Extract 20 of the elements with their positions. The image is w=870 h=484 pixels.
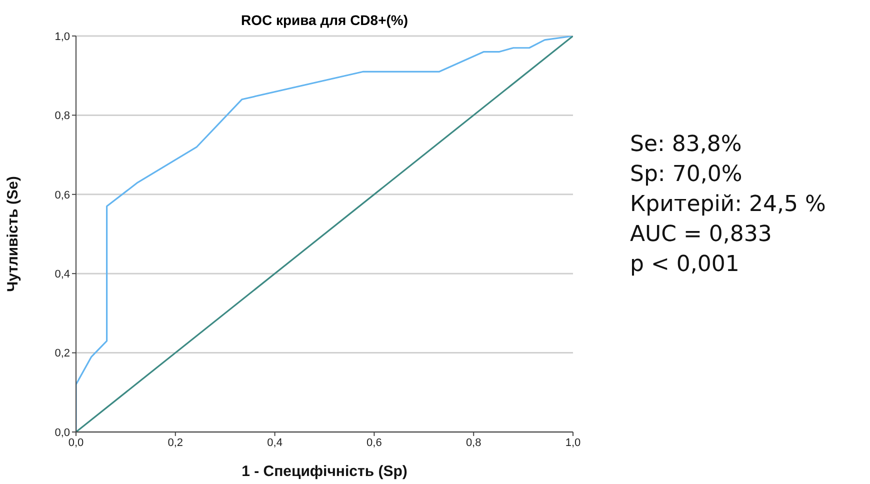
- y-tick-label: 0,4: [54, 268, 70, 281]
- text: p < 0,001: [630, 251, 740, 279]
- x-tick-label: 1,0: [565, 436, 581, 449]
- x-tick-label: 0,6: [366, 436, 382, 449]
- x-tick-label: 0,2: [168, 436, 184, 449]
- text: Se: 83,8%: [630, 131, 743, 159]
- y-tick-label: 0,6: [54, 189, 70, 202]
- x-axis-title: 1 - Специфічність (Sp): [242, 463, 408, 480]
- text: Критерій: 24,5 %: [630, 191, 826, 219]
- text: Sp: 70,0%: [630, 161, 744, 189]
- x-tick-label: 0,4: [267, 436, 282, 449]
- y-tick-label: 1,0: [54, 30, 70, 43]
- x-tick-label: 0,0: [68, 436, 84, 449]
- x-tick-label: 0,8: [466, 436, 482, 449]
- y-tick-label: 0,0: [54, 426, 70, 439]
- y-tick-label: 0,8: [54, 110, 70, 122]
- y-axis-title: Чутливість (Se): [4, 176, 22, 292]
- text: AUC = 0,833: [630, 221, 773, 249]
- y-tick-label: 0,2: [54, 348, 70, 360]
- chart-title: ROC крива для CD8+(%): [240, 12, 410, 28]
